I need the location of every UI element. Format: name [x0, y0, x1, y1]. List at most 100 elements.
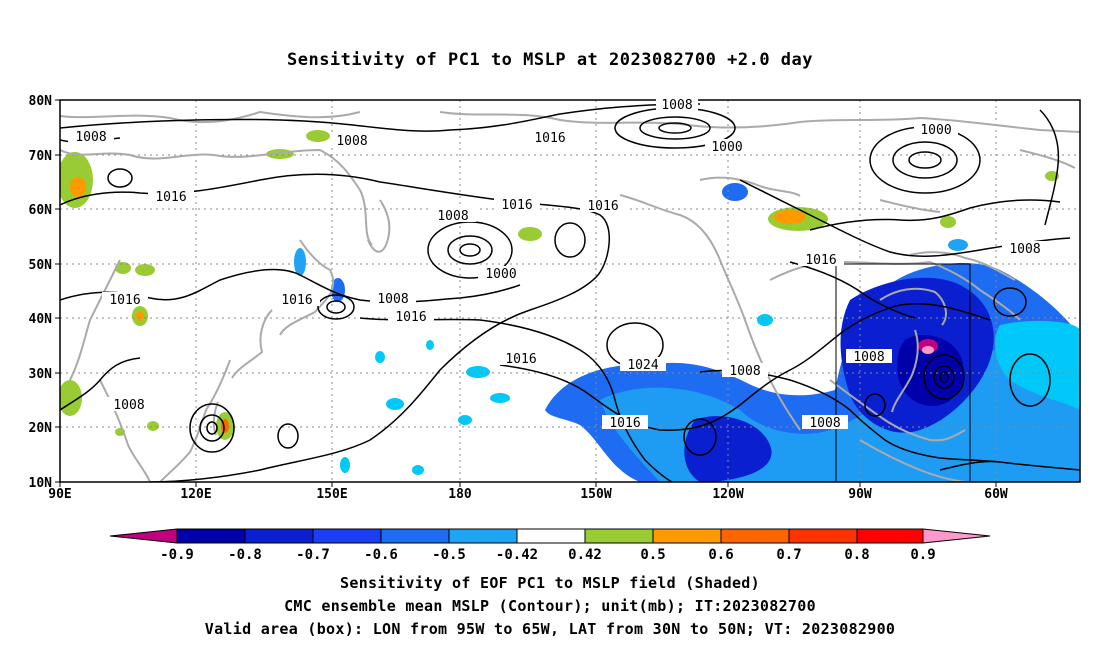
colorbar-label: 0.6	[708, 547, 733, 563]
svg-text:1016: 1016	[587, 199, 618, 214]
latitude-labels: 80N 70N 60N 50N 40N 30N 20N 10N	[29, 94, 53, 491]
colorbar-label: 0.5	[640, 547, 665, 563]
contour-label: 1008	[330, 133, 374, 149]
contour-label: 1016	[148, 189, 194, 205]
svg-text:1008: 1008	[853, 350, 884, 365]
svg-text:1000: 1000	[711, 140, 742, 155]
contour-label: 1008	[846, 349, 892, 365]
lon-label: 90W	[848, 487, 872, 502]
colorbar-cell	[110, 529, 177, 543]
caption-valid-area: Valid area (box): LON from 95W to 65W, L…	[204, 620, 896, 638]
colorbar-cell	[653, 529, 721, 543]
contour-labels: 1008 1008 1008 1000 1000 1016 1016 1016 …	[68, 97, 1048, 431]
colorbar-label: -0.6	[364, 547, 398, 563]
graticule	[60, 100, 1080, 482]
axis-ticks	[55, 99, 997, 487]
svg-text:1008: 1008	[336, 134, 367, 149]
contour-label: 1016	[580, 198, 626, 214]
lat-label: 20N	[29, 421, 53, 436]
colorbar-label: -0.7	[296, 547, 330, 563]
colorbar-cell	[585, 529, 653, 543]
colorbar-label: 0.9	[910, 547, 935, 563]
lat-label: 10N	[29, 476, 53, 491]
svg-text:1008: 1008	[377, 292, 408, 307]
contour-label: 1016	[388, 309, 434, 325]
svg-text:1024: 1024	[627, 358, 658, 373]
colorbar-cell	[381, 529, 449, 543]
colorbar-cell	[923, 529, 990, 543]
svg-text:1008: 1008	[809, 416, 840, 431]
colorbar-label: 0.42	[568, 547, 602, 563]
svg-text:1000: 1000	[920, 123, 951, 138]
lon-label: 150E	[316, 487, 347, 502]
colorbar-cell	[857, 529, 923, 543]
colorbar-cell	[449, 529, 517, 543]
lon-label: 90E	[48, 487, 71, 502]
svg-text:1000: 1000	[485, 267, 516, 282]
contour-label: 1008	[370, 291, 416, 307]
colorbar-cell	[313, 529, 381, 543]
map-border	[59, 99, 1081, 483]
lon-label: 120E	[180, 487, 211, 502]
svg-text:1016: 1016	[395, 310, 426, 325]
svg-text:1008: 1008	[75, 130, 106, 145]
contour-label: 1016	[498, 351, 544, 367]
contour-label: 1008	[802, 415, 848, 431]
colorbar-label: -0.8	[228, 547, 262, 563]
lon-label: 150W	[580, 487, 611, 502]
svg-text:1016: 1016	[155, 190, 186, 205]
svg-text:1016: 1016	[501, 198, 532, 213]
colorbar-cell	[517, 529, 585, 543]
longitude-labels: 90E 120E 150E 180 150W 120W 90W 60W	[48, 487, 1008, 502]
contour-label: 1016	[798, 252, 844, 268]
contour-label: 1008	[430, 208, 476, 224]
contour-label: 1008	[656, 97, 698, 113]
lon-label: 180	[448, 487, 472, 502]
lon-label: 60W	[984, 487, 1008, 502]
lat-label: 60N	[29, 203, 53, 218]
lat-label: 80N	[29, 94, 53, 109]
contour-label: 1008	[722, 363, 768, 379]
lat-label: 30N	[29, 367, 53, 382]
caption-contour: CMC ensemble mean MSLP (Contour); unit(m…	[284, 597, 816, 615]
colorbar: -0.9 -0.8 -0.7 -0.6 -0.5 -0.42 0.42 0.5 …	[109, 528, 991, 563]
colorbar-cell	[721, 529, 789, 543]
colorbar-label: -0.42	[496, 547, 538, 563]
svg-text:1008: 1008	[113, 398, 144, 413]
svg-text:1016: 1016	[805, 253, 836, 268]
contour-label: 1008	[106, 397, 152, 413]
valid-area-box	[835, 263, 971, 482]
contour-label: 1016	[274, 292, 320, 308]
contour-label: 1016	[528, 130, 572, 146]
contour-label: 1016	[102, 292, 148, 308]
contour-label: 1000	[705, 139, 749, 155]
colorbar-label: -0.9	[160, 547, 194, 563]
svg-text:1016: 1016	[281, 293, 312, 308]
contour-label: 1000	[914, 122, 958, 138]
colorbar-cell	[177, 529, 245, 543]
caption-shading: Sensitivity of EOF PC1 to MSLP field (Sh…	[340, 574, 760, 592]
lat-label: 40N	[29, 312, 53, 327]
contour-label: 1016	[494, 197, 540, 213]
colorbar-cell	[789, 529, 857, 543]
contour-label: 1000	[478, 266, 524, 282]
contour-label: 1024	[620, 357, 666, 373]
lat-label: 70N	[29, 149, 53, 164]
map-title: Sensitivity of PC1 to MSLP at 2023082700…	[286, 50, 813, 70]
colorbar-cell	[245, 529, 313, 543]
svg-text:1016: 1016	[505, 352, 536, 367]
colorbar-label: 0.7	[776, 547, 801, 563]
svg-text:1008: 1008	[661, 98, 692, 113]
contour-label: 1016	[602, 415, 648, 431]
colorbar-label: 0.8	[844, 547, 869, 563]
svg-text:1008: 1008	[1009, 242, 1040, 257]
svg-text:1008: 1008	[729, 364, 760, 379]
lat-label: 50N	[29, 258, 53, 273]
svg-text:1016: 1016	[109, 293, 140, 308]
lon-label: 120W	[712, 487, 743, 502]
svg-text:1016: 1016	[534, 131, 565, 146]
contour-label: 1008	[1002, 241, 1048, 257]
contour-label: 1008	[68, 129, 114, 145]
colorbar-label: -0.5	[432, 547, 466, 563]
